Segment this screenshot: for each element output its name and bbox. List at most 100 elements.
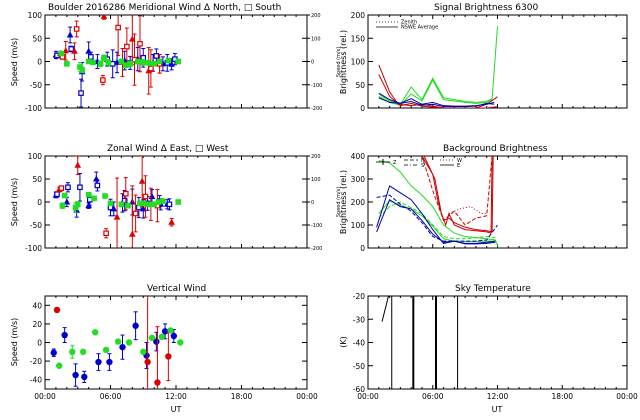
vertical-plot-area <box>50 296 184 389</box>
data-point <box>95 358 102 366</box>
series-north-red- <box>56 15 163 95</box>
sky-temperature-title: Sky Temperature <box>455 284 531 294</box>
data-point <box>73 26 80 32</box>
data-point <box>113 213 121 220</box>
data-point <box>74 201 81 208</box>
data-point <box>71 47 78 54</box>
data-point <box>170 332 178 340</box>
y-tick-label: 50 <box>32 175 42 184</box>
series-east-blue- <box>52 171 171 219</box>
data-point <box>160 198 166 204</box>
data-point <box>140 200 147 207</box>
data-point <box>153 53 160 59</box>
series-blue <box>50 311 178 387</box>
y-tick-label: 0 <box>360 104 365 113</box>
y-tick-label: -20 <box>30 357 42 366</box>
data-point <box>148 65 154 72</box>
series-line <box>421 156 494 233</box>
skytemp-plot-area <box>381 296 459 389</box>
y-tick-label-right: 200 <box>311 13 321 19</box>
x-tick-label: 12:00 <box>165 392 187 401</box>
y-tick-label: -100 <box>25 104 42 113</box>
zonal-ylabel: Speed (m/s) <box>10 178 19 227</box>
series-line <box>381 296 389 322</box>
x-tick-label: 12:00 <box>487 392 509 401</box>
zonal-plot-area <box>52 156 181 248</box>
data-point <box>121 197 128 204</box>
data-point <box>137 41 143 47</box>
series-zenith-green- <box>59 191 181 213</box>
y-tick-label-right: 100 <box>311 177 321 183</box>
series-line <box>378 160 500 248</box>
data-point <box>167 327 174 334</box>
data-point <box>122 62 129 69</box>
legend-label: S <box>421 163 424 169</box>
y-tick-label: 0 <box>37 339 42 348</box>
series-red <box>53 296 172 389</box>
data-point <box>88 54 94 60</box>
series-east-red- <box>55 156 175 248</box>
series-line <box>378 201 496 240</box>
data-point <box>151 61 157 67</box>
y-tick-label: 100 <box>28 11 43 20</box>
data-point <box>175 199 181 205</box>
y-tick-label: 0 <box>37 198 42 207</box>
data-point <box>85 191 92 198</box>
data-point <box>177 339 184 346</box>
data-point <box>114 338 122 345</box>
series-line <box>423 156 493 234</box>
data-point <box>107 200 114 207</box>
y-tick-label-right: 200 <box>311 154 321 160</box>
y-tick-label: -50 <box>30 221 42 230</box>
data-point <box>69 348 76 355</box>
data-point <box>124 43 130 50</box>
data-point <box>151 201 157 208</box>
y-tick-label: 300 <box>351 175 366 184</box>
data-point <box>102 346 110 354</box>
data-point <box>80 348 87 355</box>
y-tick-label: -50 <box>353 362 365 371</box>
x-tick-label: 00:00 <box>296 392 318 401</box>
data-point <box>161 328 169 335</box>
y-tick-label: -50 <box>30 81 42 90</box>
legend-label: Z <box>393 160 397 166</box>
data-point <box>118 58 125 65</box>
data-point <box>86 196 93 203</box>
x-tick-label: 00:00 <box>34 392 56 401</box>
zonal-ylabel-right: Speed (m/s) <box>336 187 342 217</box>
skytemp-ylabel: (K) <box>339 336 348 348</box>
data-point <box>113 58 121 65</box>
series-line <box>378 200 496 243</box>
y-tick-label: -30 <box>353 315 365 324</box>
y-tick-label: 0 <box>360 244 365 253</box>
y-tick-label: -100 <box>25 244 42 253</box>
data-point <box>127 61 133 67</box>
y-tick-label: -40 <box>30 376 42 385</box>
signal-plot-area <box>378 26 498 108</box>
series-line <box>376 194 498 242</box>
data-point <box>54 191 60 197</box>
signal-brightness-title: Signal Brightness 6300 <box>434 3 538 13</box>
data-point <box>109 61 116 67</box>
data-point <box>79 67 85 73</box>
data-point <box>92 329 99 336</box>
data-point <box>140 348 147 355</box>
series-line <box>376 185 496 244</box>
data-point <box>175 58 181 65</box>
data-point <box>81 373 88 381</box>
data-point <box>142 193 149 200</box>
meridional-ylabel-right: Speed (m/s) <box>336 47 342 77</box>
series-line <box>421 156 493 226</box>
data-point <box>105 59 112 66</box>
background-ylabel: Brightness (rel.) <box>339 170 348 234</box>
meridional-ylabel: Speed (m/s) <box>10 38 19 87</box>
data-point <box>102 193 108 199</box>
data-point <box>58 50 65 57</box>
y-tick-label: -60 <box>353 385 365 394</box>
y-tick-label: 50 <box>355 81 365 90</box>
data-point <box>72 371 79 379</box>
meridional-wind-panel: Boulder 2016286 Meridional Wind Δ North,… <box>10 3 342 113</box>
data-point <box>128 35 136 42</box>
meridional-wind-title: Boulder 2016286 Meridional Wind Δ North,… <box>48 3 281 13</box>
